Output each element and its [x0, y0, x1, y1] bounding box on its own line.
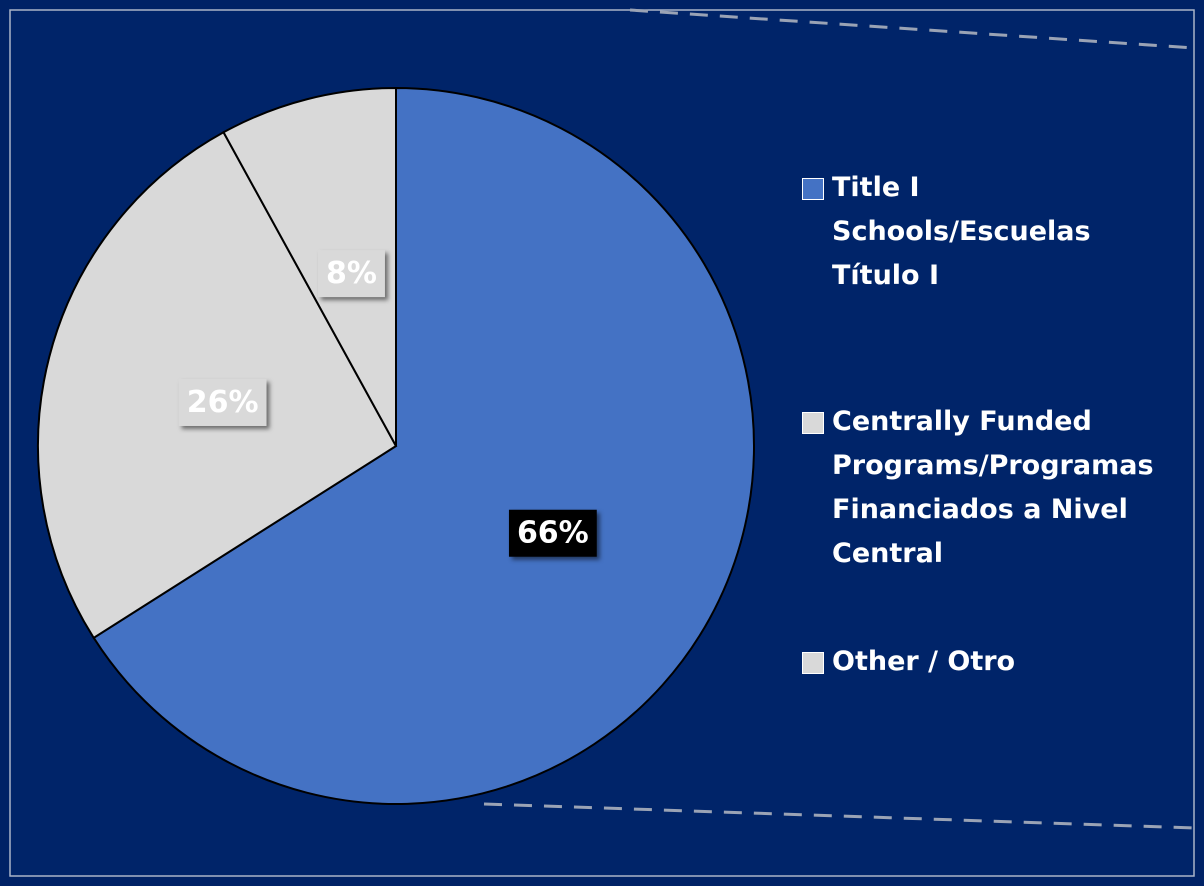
- data-label: 66%: [517, 516, 589, 551]
- legend-item: Title I Schools/Escuelas Título I: [800, 166, 1182, 298]
- data-label: 26%: [187, 385, 259, 420]
- dashed-line: [629, 8, 1195, 50]
- data-label: 8%: [326, 256, 377, 291]
- legend-label: Title I Schools/Escuelas Título I: [832, 172, 1091, 291]
- legend-item: Other / Otro: [800, 640, 1182, 684]
- data-label-box: [318, 250, 385, 298]
- legend-swatch: [802, 178, 824, 200]
- pie-slice: [222, 86, 397, 447]
- legend-item: Centrally Funded Programs/Programas Fina…: [800, 400, 1182, 576]
- data-label-box: [178, 378, 267, 426]
- legend-swatch: [802, 412, 824, 434]
- pie-slice: [92, 86, 755, 805]
- legend-label: Other / Otro: [832, 646, 1016, 677]
- pie: 66% 26% 8%: [37, 86, 755, 805]
- legend-swatch: [802, 652, 824, 674]
- legend-label: Centrally Funded Programs/Programas Fina…: [832, 406, 1154, 569]
- data-label-box: [508, 509, 597, 557]
